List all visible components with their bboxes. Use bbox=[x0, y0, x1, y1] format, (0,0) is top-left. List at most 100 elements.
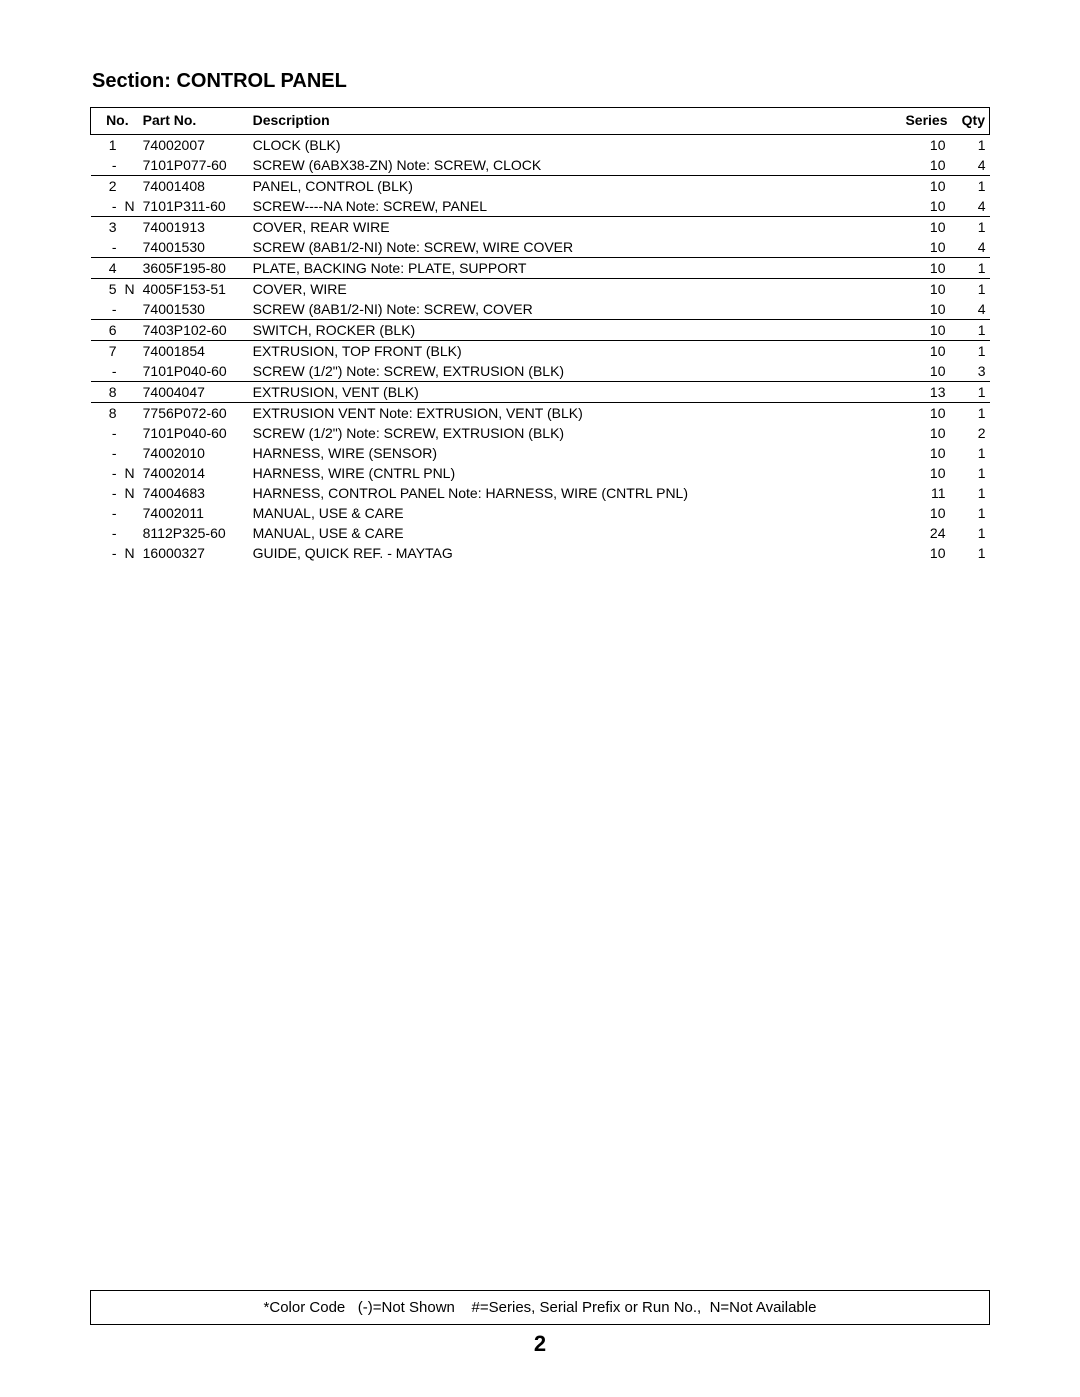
cell-desc: PLATE, BACKING Note: PLATE, SUPPORT bbox=[249, 258, 900, 279]
table-body: 174002007CLOCK (BLK)101-7101P077-60SCREW… bbox=[91, 135, 990, 564]
cell-part: 7101P040-60 bbox=[139, 361, 249, 382]
cell-flag: N bbox=[121, 483, 139, 503]
cell-qty: 1 bbox=[950, 279, 990, 300]
cell-part: 8112P325-60 bbox=[139, 523, 249, 543]
cell-qty: 4 bbox=[950, 299, 990, 320]
cell-flag bbox=[121, 299, 139, 320]
cell-flag bbox=[121, 382, 139, 403]
table-row: 87756P072-60EXTRUSION VENT Note: EXTRUSI… bbox=[91, 403, 990, 424]
cell-series: 10 bbox=[900, 341, 950, 362]
section-title: Section: CONTROL PANEL bbox=[92, 70, 990, 93]
cell-series: 10 bbox=[900, 543, 950, 563]
cell-flag bbox=[121, 503, 139, 523]
cell-qty: 4 bbox=[950, 237, 990, 258]
cell-part: 7101P311-60 bbox=[139, 196, 249, 217]
table-row: -74002011MANUAL, USE & CARE101 bbox=[91, 503, 990, 523]
cell-part: 7403P102-60 bbox=[139, 320, 249, 341]
cell-qty: 3 bbox=[950, 361, 990, 382]
cell-desc: SWITCH, ROCKER (BLK) bbox=[249, 320, 900, 341]
cell-no: 8 bbox=[91, 382, 121, 403]
table-row: 774001854EXTRUSION, TOP FRONT (BLK)101 bbox=[91, 341, 990, 362]
cell-part: 3605F195-80 bbox=[139, 258, 249, 279]
cell-desc: MANUAL, USE & CARE bbox=[249, 523, 900, 543]
cell-no: - bbox=[91, 483, 121, 503]
cell-no: 6 bbox=[91, 320, 121, 341]
table-row: -8112P325-60MANUAL, USE & CARE241 bbox=[91, 523, 990, 543]
table-row: -N74002014HARNESS, WIRE (CNTRL PNL)101 bbox=[91, 463, 990, 483]
table-row: 67403P102-60SWITCH, ROCKER (BLK)101 bbox=[91, 320, 990, 341]
cell-series: 11 bbox=[900, 483, 950, 503]
cell-part: 74001913 bbox=[139, 217, 249, 238]
cell-no: - bbox=[91, 237, 121, 258]
cell-series: 10 bbox=[900, 443, 950, 463]
cell-no: - bbox=[91, 155, 121, 176]
cell-series: 10 bbox=[900, 196, 950, 217]
cell-series: 10 bbox=[900, 361, 950, 382]
cell-no: - bbox=[91, 543, 121, 563]
cell-qty: 1 bbox=[950, 176, 990, 197]
cell-desc: MANUAL, USE & CARE bbox=[249, 503, 900, 523]
cell-part: 7101P077-60 bbox=[139, 155, 249, 176]
cell-no: - bbox=[91, 463, 121, 483]
table-row: 374001913COVER, REAR WIRE101 bbox=[91, 217, 990, 238]
footer-note: *Color Code (-)=Not Shown #=Series, Seri… bbox=[90, 1290, 990, 1325]
cell-qty: 1 bbox=[950, 258, 990, 279]
cell-flag bbox=[121, 403, 139, 424]
cell-flag bbox=[121, 423, 139, 443]
cell-qty: 4 bbox=[950, 196, 990, 217]
cell-series: 24 bbox=[900, 523, 950, 543]
cell-series: 10 bbox=[900, 258, 950, 279]
cell-qty: 1 bbox=[950, 320, 990, 341]
cell-no: 2 bbox=[91, 176, 121, 197]
table-row: 874004047EXTRUSION, VENT (BLK)131 bbox=[91, 382, 990, 403]
cell-qty: 1 bbox=[950, 483, 990, 503]
cell-flag bbox=[121, 217, 139, 238]
cell-desc: SCREW (8AB1/2-NI) Note: SCREW, WIRE COVE… bbox=[249, 237, 900, 258]
cell-qty: 4 bbox=[950, 155, 990, 176]
table-row: -74001530SCREW (8AB1/2-NI) Note: SCREW, … bbox=[91, 237, 990, 258]
table-row: -74002010HARNESS, WIRE (SENSOR)101 bbox=[91, 443, 990, 463]
cell-part: 74001530 bbox=[139, 299, 249, 320]
cell-flag bbox=[121, 237, 139, 258]
cell-desc: EXTRUSION VENT Note: EXTRUSION, VENT (BL… bbox=[249, 403, 900, 424]
cell-desc: COVER, REAR WIRE bbox=[249, 217, 900, 238]
cell-qty: 1 bbox=[950, 382, 990, 403]
cell-desc: HARNESS, WIRE (CNTRL PNL) bbox=[249, 463, 900, 483]
table-row: 4 3605F195-80PLATE, BACKING Note: PLATE, … bbox=[91, 258, 990, 279]
cell-no: - bbox=[91, 443, 121, 463]
cell-flag bbox=[121, 258, 139, 279]
cell-desc: HARNESS, CONTROL PANEL Note: HARNESS, WI… bbox=[249, 483, 900, 503]
cell-no: 4 bbox=[91, 258, 121, 279]
cell-flag bbox=[121, 320, 139, 341]
cell-series: 10 bbox=[900, 217, 950, 238]
cell-no: 1 bbox=[91, 135, 121, 156]
cell-part: 74002007 bbox=[139, 135, 249, 156]
cell-desc: SCREW----NA Note: SCREW, PANEL bbox=[249, 196, 900, 217]
table-row: -N7101P311-60SCREW----NA Note: SCREW, PA… bbox=[91, 196, 990, 217]
cell-part: 16000327 bbox=[139, 543, 249, 563]
cell-no: - bbox=[91, 361, 121, 382]
cell-desc: COVER, WIRE bbox=[249, 279, 900, 300]
cell-no: - bbox=[91, 503, 121, 523]
cell-flag bbox=[121, 443, 139, 463]
cell-desc: SCREW (1/2") Note: SCREW, EXTRUSION (BLK… bbox=[249, 361, 900, 382]
cell-desc: SCREW (8AB1/2-NI) Note: SCREW, COVER bbox=[249, 299, 900, 320]
cell-part: 74001408 bbox=[139, 176, 249, 197]
cell-no: - bbox=[91, 299, 121, 320]
table-row: -7101P040-60SCREW (1/2") Note: SCREW, EX… bbox=[91, 423, 990, 443]
cell-flag bbox=[121, 523, 139, 543]
table-row: -N16000327GUIDE, QUICK REF. - MAYTAG101 bbox=[91, 543, 990, 563]
table-row: -74001530SCREW (8AB1/2-NI) Note: SCREW, … bbox=[91, 299, 990, 320]
table-row: -7101P040-60SCREW (1/2") Note: SCREW, EX… bbox=[91, 361, 990, 382]
parts-table: No. Part No. Description Series Qty 1740… bbox=[90, 107, 990, 563]
cell-desc: EXTRUSION, TOP FRONT (BLK) bbox=[249, 341, 900, 362]
cell-no: - bbox=[91, 196, 121, 217]
cell-qty: 1 bbox=[950, 135, 990, 156]
cell-flag: N bbox=[121, 279, 139, 300]
cell-no: 7 bbox=[91, 341, 121, 362]
cell-desc: SCREW (1/2") Note: SCREW, EXTRUSION (BLK… bbox=[249, 423, 900, 443]
cell-qty: 1 bbox=[950, 217, 990, 238]
page-number: 2 bbox=[90, 1331, 990, 1357]
cell-desc: PANEL, CONTROL (BLK) bbox=[249, 176, 900, 197]
cell-qty: 1 bbox=[950, 463, 990, 483]
